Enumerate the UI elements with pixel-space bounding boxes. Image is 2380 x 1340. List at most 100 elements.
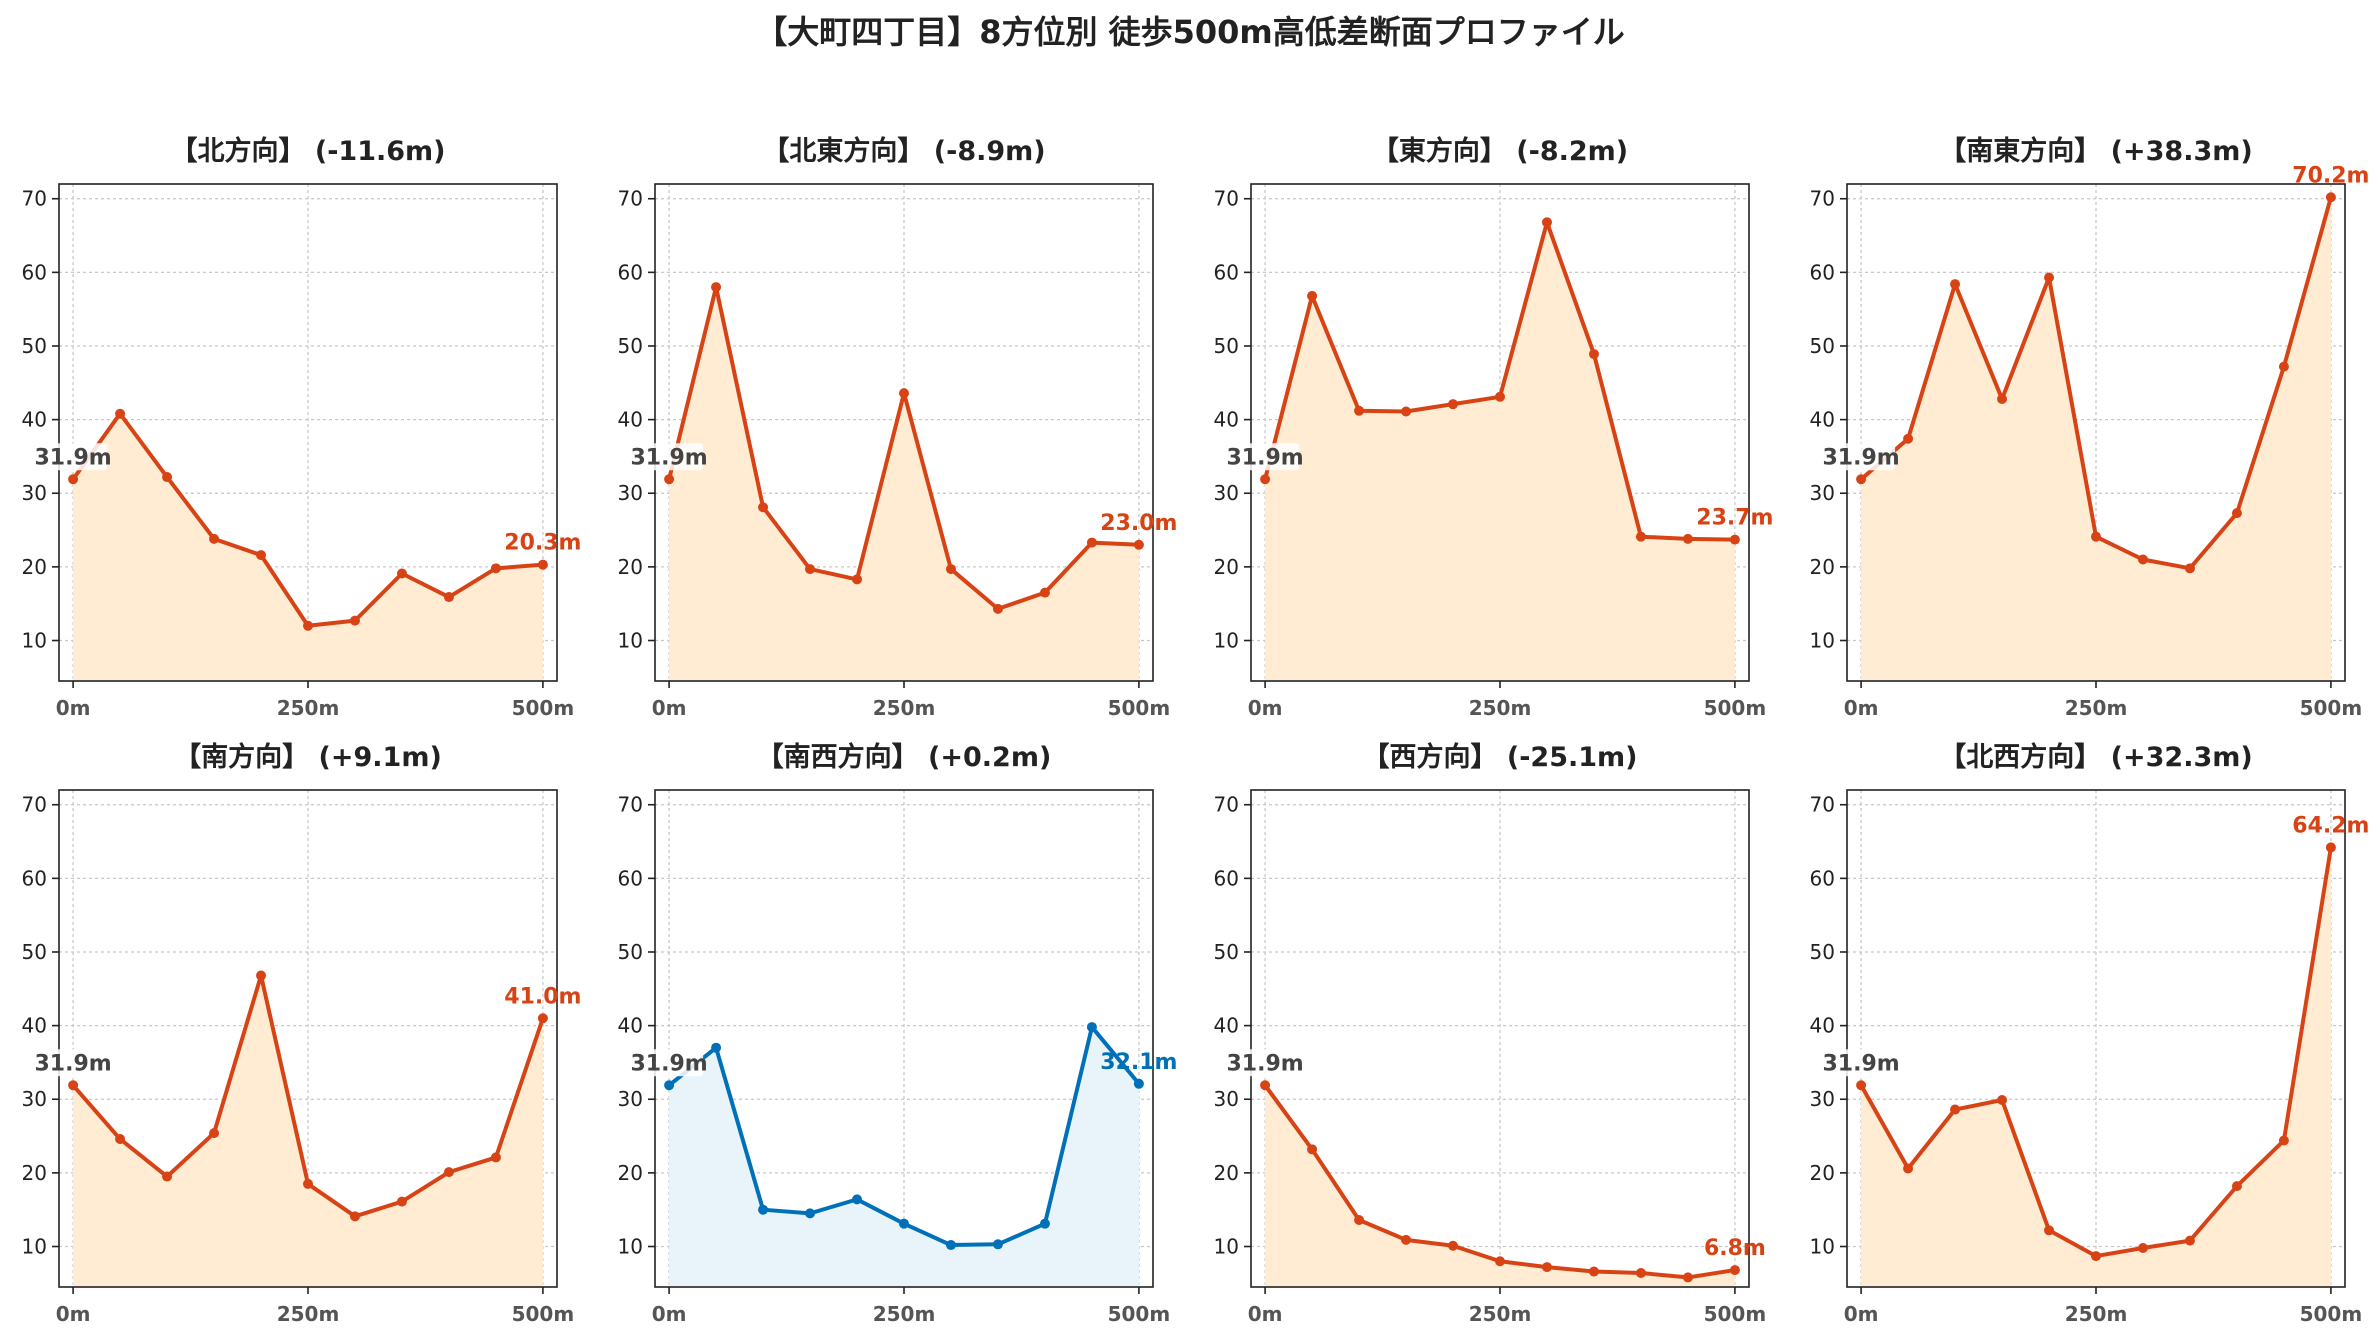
y-tick-label: 20 <box>618 555 643 579</box>
elevation-point <box>1448 1240 1459 1251</box>
end-elevation-label: 23.7m <box>1696 506 1773 531</box>
elevation-point <box>992 603 1003 614</box>
elevation-point <box>1682 1272 1693 1283</box>
elevation-point <box>992 1239 1003 1250</box>
y-tick-label: 70 <box>1214 187 1239 211</box>
y-tick-label: 10 <box>1810 629 1835 653</box>
y-tick-label: 30 <box>618 1087 643 1111</box>
elevation-point <box>2278 361 2289 372</box>
y-tick-label: 50 <box>618 334 643 358</box>
y-tick-label: 30 <box>618 481 643 505</box>
elevation-point <box>2325 192 2336 203</box>
start-label-background <box>39 1049 108 1077</box>
elevation-area <box>1265 222 1735 681</box>
elevation-area <box>669 287 1139 681</box>
y-tick-label: 60 <box>1810 866 1835 890</box>
elevation-point <box>1354 1214 1365 1225</box>
panel-3: 【東方向】 (-8.2m) 10 20 30 40 50 60 70 0m 250m 500m 31.… <box>1214 135 1774 720</box>
elevation-point <box>1133 1078 1144 1089</box>
elevation-point <box>1997 393 2008 404</box>
elevation-point <box>2044 272 2055 283</box>
elevation-point <box>1635 531 1646 542</box>
elevation-point <box>1448 399 1459 410</box>
panel-title: 【南西方向】 (+0.2m) <box>757 741 1052 773</box>
panel-title: 【東方向】 (-8.2m) <box>1372 135 1628 167</box>
end-elevation-label: 64.2m <box>2292 813 2369 838</box>
x-tick-label: 0m <box>56 1302 91 1326</box>
x-tick-label: 0m <box>652 1302 687 1326</box>
x-tick-label: 250m <box>2065 1302 2128 1326</box>
y-tick-label: 70 <box>1810 793 1835 817</box>
y-tick-label: 50 <box>1810 334 1835 358</box>
panel-6: 【南西方向】 (+0.2m) 10 20 30 40 50 60 70 0m 250m 500m 31… <box>618 741 1178 1326</box>
x-tick-label: 250m <box>1469 696 1532 720</box>
start-label-background <box>1827 1049 1896 1077</box>
y-tick-label: 60 <box>618 260 643 284</box>
y-tick-label: 10 <box>22 629 47 653</box>
elevation-point <box>1354 405 1365 416</box>
panel-title: 【南方向】 (+9.1m) <box>174 741 442 773</box>
elevation-point <box>711 1042 722 1053</box>
elevation-point <box>1682 533 1693 544</box>
x-tick-label: 0m <box>1844 696 1879 720</box>
start-elevation-label: 31.9m <box>34 445 111 470</box>
elevation-point <box>490 563 501 574</box>
elevation-point <box>711 282 722 293</box>
y-tick-label: 20 <box>1214 1161 1239 1185</box>
y-tick-label: 20 <box>22 555 47 579</box>
x-tick-label: 250m <box>873 1302 936 1326</box>
elevation-point <box>1495 1256 1505 1267</box>
x-tick-label: 0m <box>1248 696 1283 720</box>
start-label-background <box>39 443 108 471</box>
elevation-point <box>1950 279 1961 290</box>
y-tick-label: 40 <box>22 1014 47 1038</box>
end-elevation-label: 32.1m <box>1100 1050 1177 1075</box>
elevation-area <box>73 413 543 681</box>
x-tick-label: 500m <box>1108 696 1171 720</box>
y-tick-label: 50 <box>1214 940 1239 964</box>
elevation-point <box>2137 554 2148 565</box>
x-tick-label: 250m <box>2065 696 2128 720</box>
elevation-point <box>1856 1080 1867 1091</box>
y-tick-label: 10 <box>1214 1235 1239 1259</box>
elevation-point <box>303 1178 313 1189</box>
elevation-point <box>162 1171 173 1182</box>
y-tick-label: 50 <box>1214 334 1239 358</box>
y-tick-label: 70 <box>22 793 47 817</box>
start-label-background <box>1231 1049 1300 1077</box>
y-tick-label: 20 <box>618 1161 643 1185</box>
x-tick-label: 0m <box>1844 1302 1879 1326</box>
y-tick-label: 60 <box>22 260 47 284</box>
y-tick-label: 40 <box>1214 408 1239 432</box>
elevation-point <box>1495 391 1505 402</box>
elevation-point <box>1541 1262 1552 1273</box>
start-elevation-label: 31.9m <box>34 1051 111 1076</box>
start-elevation-label: 31.9m <box>1822 445 1899 470</box>
elevation-point <box>852 1194 863 1205</box>
y-tick-label: 20 <box>1810 1161 1835 1185</box>
x-tick-label: 500m <box>512 1302 575 1326</box>
elevation-point <box>1260 474 1271 485</box>
y-tick-label: 30 <box>1214 1087 1239 1111</box>
elevation-point <box>2137 1242 2148 1253</box>
elevation-area <box>669 1027 1139 1287</box>
y-tick-label: 40 <box>1810 1014 1835 1038</box>
elevation-point <box>115 408 126 419</box>
y-tick-label: 40 <box>1214 1014 1239 1038</box>
x-tick-label: 0m <box>56 696 91 720</box>
elevation-point <box>899 388 909 399</box>
elevation-point <box>664 474 675 485</box>
elevation-point <box>256 970 267 981</box>
elevation-point <box>899 1218 909 1229</box>
panel-title: 【北方向】 (-11.6m) <box>170 135 445 167</box>
y-tick-label: 10 <box>1214 629 1239 653</box>
elevation-point <box>2325 842 2336 853</box>
elevation-point <box>805 564 816 575</box>
y-tick-label: 10 <box>22 1235 47 1259</box>
y-tick-label: 50 <box>22 334 47 358</box>
y-tick-label: 50 <box>22 940 47 964</box>
elevation-point <box>1856 474 1867 485</box>
elevation-point <box>2231 1181 2242 1192</box>
elevation-point <box>1401 406 1412 417</box>
